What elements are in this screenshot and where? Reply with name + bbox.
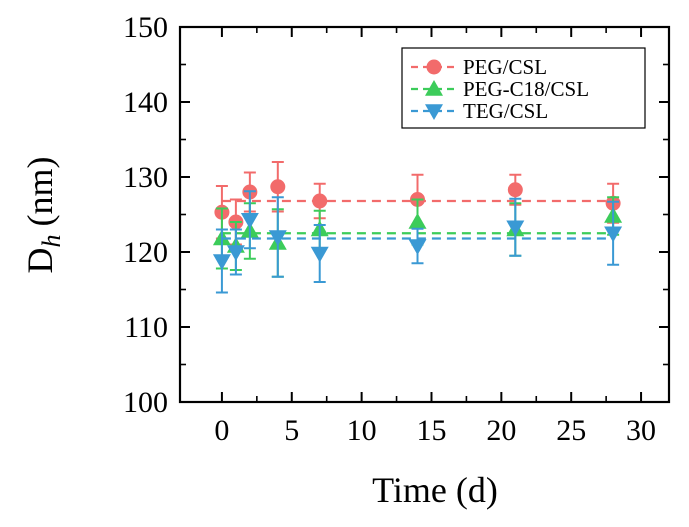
series-layer (212, 161, 623, 294)
y-tick-label: 100 (123, 386, 168, 419)
legend-marker (426, 59, 442, 75)
x-tick-label: 10 (347, 414, 377, 447)
legend-marker (425, 104, 443, 120)
y-tick-label: 110 (124, 311, 168, 344)
data-point (506, 220, 525, 237)
y-tick-label: 150 (123, 11, 168, 44)
data-point (312, 193, 328, 209)
data-point (604, 226, 623, 243)
x-tick-label: 25 (556, 414, 586, 447)
data-point (408, 239, 427, 255)
x-tick-label: 20 (486, 414, 516, 447)
y-axis-title-main: D (20, 247, 60, 273)
legend-label: TEG/CSL (463, 99, 548, 123)
legend-item: PEG/CSL (411, 55, 547, 79)
y-axis-title-unit: (nm) (20, 157, 60, 227)
x-tick-label: 0 (214, 414, 229, 447)
data-point (212, 254, 231, 270)
y-tick-label: 120 (123, 236, 168, 269)
data-point (408, 213, 427, 229)
data-point (240, 213, 259, 229)
legend-item: PEG-C18/CSL (411, 77, 589, 101)
series-teg-csl (212, 190, 623, 294)
legend-label: PEG/CSL (463, 55, 547, 79)
x-tick-label: 30 (626, 414, 656, 447)
data-point (226, 245, 245, 261)
legend-label: PEG-C18/CSL (463, 77, 589, 101)
y-tick-label: 140 (123, 86, 168, 119)
ticks-layer: 0 5 10 15 20 25 30 100 110 120 130 140 150 (123, 11, 669, 447)
y-axis-title: Dh (nm) (20, 157, 66, 274)
legend-marker (425, 80, 443, 96)
data-point (310, 246, 329, 263)
data-point (270, 179, 286, 195)
y-tick-label: 130 (123, 161, 168, 194)
x-tick-label: 15 (416, 414, 446, 447)
x-tick-label: 5 (284, 414, 299, 447)
y-axis-title-subscript: h (37, 234, 66, 247)
data-point (268, 230, 287, 246)
legend-box (401, 47, 646, 129)
legend-item: TEG/CSL (411, 99, 548, 123)
x-axis-title: Time (d) (372, 470, 498, 510)
data-point (507, 182, 523, 198)
